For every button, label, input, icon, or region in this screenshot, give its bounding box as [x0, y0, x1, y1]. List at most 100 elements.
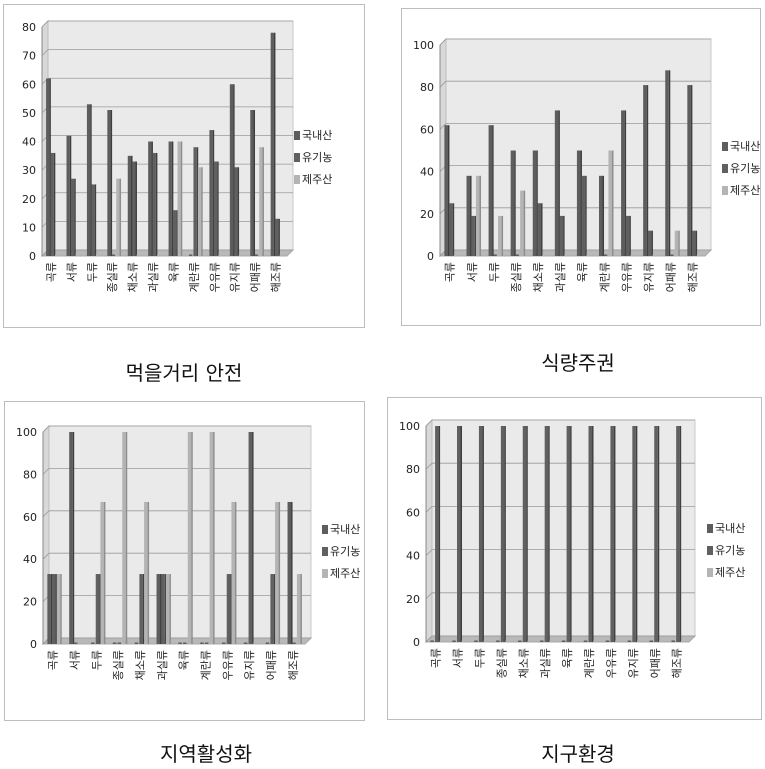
bar-front — [581, 175, 586, 256]
bar-front — [254, 254, 258, 256]
bar-side — [94, 184, 97, 256]
bar-1-6 — [581, 175, 587, 256]
gridline — [425, 635, 695, 643]
bar-side — [72, 432, 75, 644]
bar-2-11 — [696, 254, 701, 256]
bar-front — [66, 135, 70, 256]
bar-1-7 — [588, 426, 594, 642]
y-tick-label: 20 — [22, 193, 36, 206]
bar-2-3 — [116, 178, 122, 256]
x-tick-label: 유지류 — [229, 262, 242, 292]
bar-1-11 — [692, 230, 698, 256]
bar-side — [690, 85, 693, 256]
bar-front — [95, 574, 100, 644]
bar-0-4 — [532, 150, 538, 256]
bar-2-3 — [520, 190, 526, 256]
x-tick-label: 계란류 — [188, 262, 201, 292]
bar-front — [161, 574, 165, 644]
x-tick-label: 종실류 — [510, 262, 523, 292]
legend-label: 유기농 — [715, 544, 745, 557]
bar-front — [625, 215, 630, 256]
bar-1-8 — [213, 161, 219, 256]
bar-1-3 — [515, 254, 519, 256]
bar-front — [637, 640, 641, 642]
bar-front — [238, 254, 243, 256]
x-tick-label: 유지류 — [243, 650, 256, 680]
bar-1-4 — [537, 203, 543, 256]
bar-1-2 — [478, 426, 484, 642]
bar-side — [651, 230, 653, 256]
bar-1-2 — [493, 254, 497, 256]
bar-0-7 — [189, 254, 193, 256]
bar-side — [278, 501, 281, 644]
bar-0-8 — [605, 640, 610, 642]
gridline — [439, 38, 711, 46]
bar-side — [99, 574, 101, 644]
legend-label: 국내산 — [330, 523, 360, 536]
bar-front — [483, 640, 488, 642]
bar-1-8 — [625, 215, 631, 256]
bar-side — [217, 161, 219, 256]
bar-0-3 — [107, 110, 113, 256]
bar-front — [539, 640, 544, 642]
gridline — [42, 468, 311, 475]
bar-front — [466, 175, 471, 256]
bar-side — [49, 78, 51, 257]
bar-2-10 — [658, 640, 663, 642]
bar-side — [74, 178, 76, 256]
bar-0-9 — [643, 85, 649, 256]
bar-front — [610, 426, 614, 642]
bar-2-7 — [608, 150, 614, 256]
x-tick-label: 우유류 — [620, 262, 633, 292]
bar-0-2 — [474, 640, 478, 642]
bar-front — [621, 110, 625, 256]
bar-side — [501, 215, 504, 256]
bar-2-5 — [165, 574, 171, 644]
bar-side — [613, 426, 616, 642]
bar-front — [127, 155, 132, 256]
y-tick-label: 80 — [23, 468, 37, 481]
bar-2-5 — [564, 254, 568, 256]
bar-front — [292, 642, 296, 644]
bar-front — [193, 147, 197, 256]
x-tick-label: 종실류 — [495, 648, 508, 678]
bar-side — [635, 426, 638, 642]
legend-label: 국내산 — [302, 129, 332, 142]
bar-front — [615, 640, 619, 642]
bar-2-2 — [498, 215, 504, 256]
bar-side — [470, 175, 472, 256]
bar-side — [191, 432, 193, 644]
bar-side — [536, 150, 538, 256]
x-tick-label: 육류 — [178, 650, 191, 670]
gridline — [425, 462, 695, 470]
x-tick-label: 과실류 — [147, 262, 160, 292]
bar-front — [183, 642, 187, 644]
y-tick-label: 80 — [22, 21, 36, 34]
bar-0-5 — [554, 110, 560, 256]
bar-front — [213, 161, 218, 256]
gridline — [439, 80, 711, 88]
bar-front — [132, 161, 136, 256]
bar-front — [55, 254, 59, 256]
bar-side — [233, 84, 235, 256]
bar-front — [248, 432, 253, 644]
x-tick-label: 채소류 — [517, 648, 530, 678]
bar-side — [679, 426, 682, 642]
bar-side — [164, 574, 167, 644]
chart-food-safety: 0 10 20 30 40 50 60 70 80 곡류 서류 두류 종실류 채소류 과실류 육류 계란류 우유류… — [22, 19, 332, 292]
legend-swatch — [722, 164, 728, 173]
chart-caption-food-safety: 먹을거리 안전 — [125, 361, 243, 385]
y-tick-label: 40 — [420, 166, 434, 179]
x-tick-label: 유지류 — [642, 262, 655, 292]
bar-side — [142, 574, 145, 644]
bar-0-10 — [649, 640, 654, 642]
bar-0-8 — [621, 110, 627, 256]
bar-2-2 — [95, 254, 100, 256]
bar-2-4 — [527, 640, 531, 642]
legend-label: 제주산 — [302, 173, 332, 186]
x-tick-label: 두류 — [86, 262, 99, 282]
bar-2-11 — [296, 574, 302, 644]
bar-2-8 — [231, 501, 237, 644]
bar-2-5 — [157, 254, 161, 256]
bar-front — [544, 426, 549, 642]
